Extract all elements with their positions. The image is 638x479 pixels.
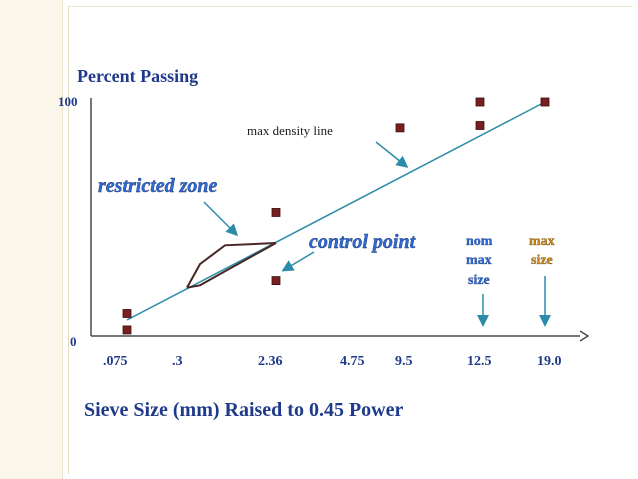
control-point-marker [395,123,405,133]
max-density-line-label: max density line [247,123,333,138]
slide-left-stripe [0,0,63,479]
x-axis-arrowhead [579,330,590,342]
control-point-marker [122,325,132,335]
x-tick-label-0075: .075 [103,354,128,369]
max-density-line [126,101,546,321]
control-point-pointer-arrow [281,251,315,272]
control-point-label: control point [309,231,417,253]
max-density-pointer-arrow [375,141,409,168]
x-tick-label-03: .3 [172,354,183,369]
restricted-zone-pointer-arrow [203,201,239,237]
nominal-max-size-label-line3: size [468,273,490,288]
control-point-marker [271,276,281,286]
restricted-zone-upper-boundary [186,242,277,289]
slide-frame [68,6,633,474]
control-point-marker [475,97,485,107]
max-size-label-line1: max [529,234,555,249]
restricted-zone-label: restricted zone [98,175,218,197]
restricted-zone-lower-boundary [186,242,277,289]
control-point-marker [122,309,132,318]
x-axis-label: Sieve Size (mm) Raised to 0.45 Power [84,399,403,421]
x-tick-label-125: 12.5 [467,354,492,369]
control-point-marker [540,97,550,107]
chart-title: Percent Passing [77,66,198,86]
x-tick-label-190: 19.0 [537,354,562,369]
nominal-max-size-label-line2: max [466,253,492,268]
control-point-marker [475,121,485,130]
x-tick-label-236: 2.36 [258,354,283,369]
y-tick-label-100: 100 [58,94,78,109]
nominal-max-size-label-line1: nom [466,234,493,249]
x-tick-label-475: 4.75 [340,354,365,369]
control-point-markers [122,97,550,335]
control-point-marker [271,208,281,217]
x-tick-label-95: 9.5 [395,354,413,369]
y-tick-label-0: 0 [70,334,77,349]
max-size-label-line2: size [531,253,553,268]
